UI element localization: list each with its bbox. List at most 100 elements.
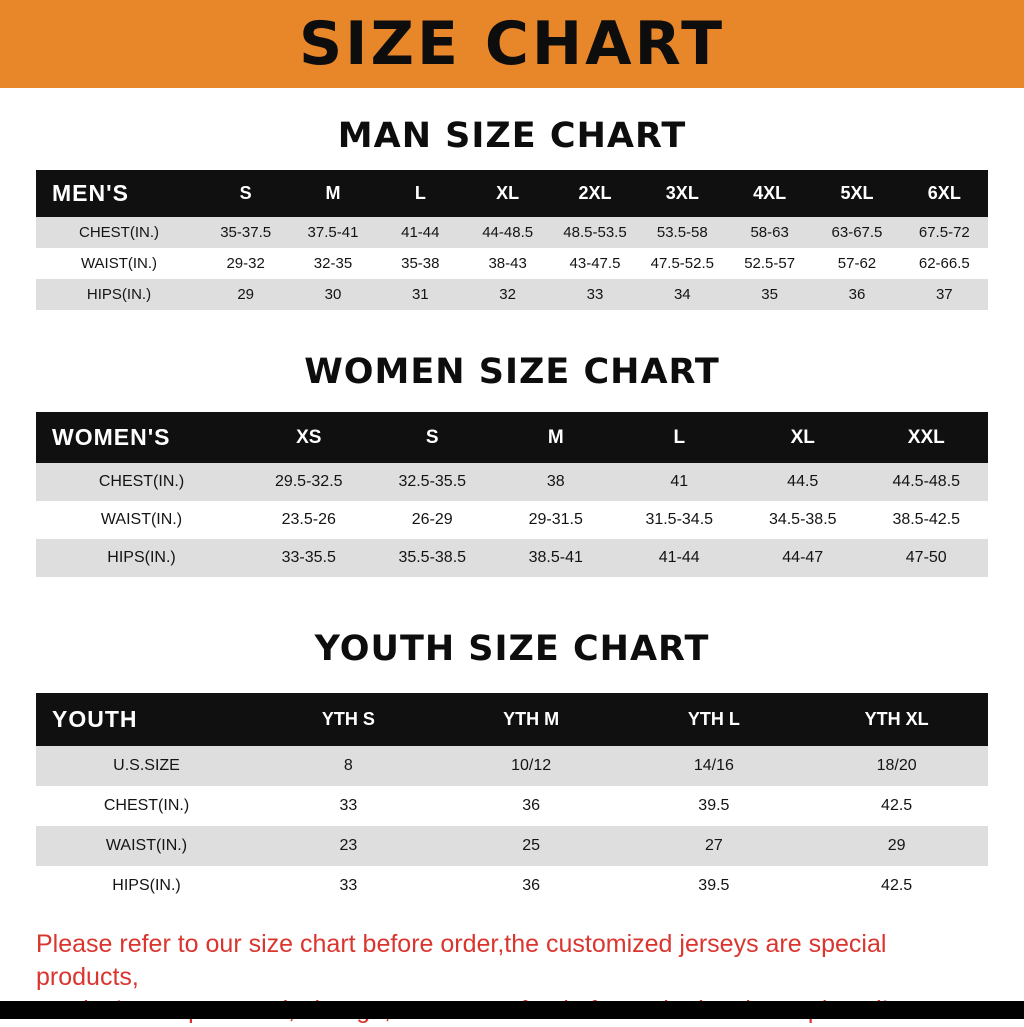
- value-cell: 44-48.5: [482, 224, 534, 241]
- value-cell: 44.5-48.5: [892, 473, 961, 490]
- row-label: HIPS(IN.): [107, 549, 176, 566]
- value-cell: 33: [339, 877, 358, 894]
- men-section-title: MAN SIZE CHART: [337, 116, 687, 156]
- column-header: 2XL: [551, 170, 639, 217]
- value-cell: 43-47.5: [569, 255, 621, 272]
- table-corner-label: WOMEN'S: [36, 412, 247, 463]
- value-cell: 47.5-52.5: [650, 255, 714, 272]
- value-cell: 52.5-57: [744, 255, 796, 272]
- column-header: 4XL: [725, 170, 814, 217]
- table-header-row: YOUTH YTH S YTH M YTH L YTH XL: [36, 693, 988, 746]
- column-header: S: [202, 170, 290, 217]
- value-cell: 39.5: [698, 797, 730, 814]
- value-cell: 30: [324, 286, 342, 303]
- value-cell: 58-63: [750, 224, 789, 241]
- value-cell: 39.5: [698, 877, 730, 894]
- youth-size-table: YOUTH YTH S YTH M YTH L YTH XL U.S.SIZE 8 10/12…: [36, 693, 988, 906]
- value-cell: 8: [343, 757, 353, 774]
- value-cell: 14/16: [693, 757, 734, 774]
- value-cell: 63-67.5: [831, 224, 883, 241]
- row-label: CHEST(IN.): [98, 473, 185, 490]
- men-size-section: MAN SIZE CHART MEN'S S M L XL 2XL 3XL 4XL 5XL 6XL…: [0, 116, 1024, 310]
- value-cell: 31: [411, 286, 429, 303]
- table-corner-label: MEN'S: [36, 170, 202, 217]
- value-cell: 27: [704, 837, 723, 854]
- column-header: XL: [463, 170, 552, 217]
- value-cell: 42.5: [881, 877, 913, 894]
- youth-size-section: YOUTH SIZE CHART YOUTH YTH S YTH M YTH L YTH…: [0, 629, 1024, 906]
- value-cell: 38.5-41: [528, 549, 583, 566]
- column-header: 5XL: [813, 170, 901, 217]
- column-header: YTH L: [622, 693, 806, 746]
- value-cell: 25: [522, 837, 541, 854]
- column-header: YTH XL: [805, 693, 988, 746]
- value-cell: 41-44: [401, 224, 440, 241]
- column-header: XXL: [864, 412, 988, 463]
- row-label: CHEST(IN.): [103, 797, 190, 814]
- value-cell: 34: [673, 286, 691, 303]
- youth-section-title: YOUTH SIZE CHART: [314, 629, 710, 669]
- value-cell: 36: [848, 286, 866, 303]
- value-cell: 44-47: [782, 549, 824, 566]
- value-cell: 36: [522, 877, 541, 894]
- row-label: WAIST(IN.): [100, 511, 183, 528]
- value-cell: 38-43: [488, 255, 527, 272]
- women-section-title: WOMEN SIZE CHART: [304, 352, 720, 392]
- value-cell: 32.5-35.5: [398, 473, 467, 490]
- value-cell: 53.5-58: [656, 224, 708, 241]
- value-cell: 35: [761, 286, 778, 303]
- value-cell: 31.5-34.5: [645, 511, 714, 528]
- value-cell: 42.5: [881, 797, 913, 814]
- value-cell: 23: [339, 837, 358, 854]
- value-cell: 48.5-53.5: [563, 224, 627, 241]
- value-cell: 33: [339, 797, 358, 814]
- column-header: 3XL: [638, 170, 726, 217]
- table-corner-label: YOUTH: [36, 693, 257, 746]
- table-row: HIPS(IN.) 33-35.5 35.5-38.5 38.5-41 41-44 44-…: [36, 539, 988, 577]
- table-row: U.S.SIZE 8 10/12 14/16 18/20: [36, 746, 988, 786]
- row-label: WAIST(IN.): [80, 255, 158, 272]
- table-row: WAIST(IN.) 23.5-26 26-29 29-31.5 31.5-34.5 34…: [36, 501, 988, 539]
- value-cell: 33: [586, 286, 604, 303]
- table-row: CHEST(IN.) 35-37.5 37.5-41 41-44 44-48.5 48.5…: [36, 217, 988, 248]
- value-cell: 29-32: [226, 255, 265, 272]
- disclaimer-line-1: Please refer to our size chart before or…: [36, 930, 887, 991]
- value-cell: 37: [935, 286, 953, 303]
- value-cell: 37.5-41: [307, 224, 359, 241]
- value-cell: 44.5: [787, 473, 819, 490]
- women-size-table: WOMEN'S XS S M L XL XXL CHEST(IN.) 29.5-32.5 32.5…: [36, 412, 988, 577]
- value-cell: 47-50: [905, 549, 947, 566]
- column-header: M: [494, 412, 618, 463]
- value-cell: 41-44: [658, 549, 700, 566]
- row-label: CHEST(IN.): [79, 224, 159, 241]
- value-cell: 29-31.5: [528, 511, 583, 528]
- table-header-row: WOMEN'S XS S M L XL XXL: [36, 412, 988, 463]
- value-cell: 38: [546, 473, 565, 490]
- value-cell: 26-29: [411, 511, 453, 528]
- value-cell: 57-62: [837, 255, 877, 272]
- value-cell: 35-38: [401, 255, 440, 272]
- value-cell: 29: [237, 286, 254, 303]
- value-cell: 18/20: [876, 757, 917, 774]
- column-header: S: [370, 412, 494, 463]
- table-row: CHEST(IN.) 33 36 39.5 42.5: [36, 786, 988, 826]
- value-cell: 10/12: [511, 757, 552, 774]
- size-chart-banner: SIZE CHART: [0, 0, 1024, 88]
- table-row: HIPS(IN.) 29 30 31 32 33 34 35 36 37: [36, 279, 988, 310]
- value-cell: 32: [499, 286, 516, 303]
- column-header: L: [617, 412, 741, 463]
- value-cell: 33-35.5: [281, 549, 336, 566]
- value-cell: 34.5-38.5: [768, 511, 837, 528]
- row-label: HIPS(IN.): [112, 877, 181, 894]
- table-row: HIPS(IN.) 33 36 39.5 42.5: [36, 866, 988, 906]
- table-header-row: MEN'S S M L XL 2XL 3XL 4XL 5XL 6XL: [36, 170, 988, 217]
- men-size-table: MEN'S S M L XL 2XL 3XL 4XL 5XL 6XL CHEST(IN.) 35-37…: [36, 170, 988, 310]
- column-header: XL: [741, 412, 865, 463]
- column-header: 6XL: [900, 170, 988, 217]
- column-header: M: [289, 170, 377, 217]
- value-cell: 29.5-32.5: [274, 473, 343, 490]
- value-cell: 38.5-42.5: [892, 511, 961, 528]
- table-row: CHEST(IN.) 29.5-32.5 32.5-35.5 38 41 44.5 44.5…: [36, 463, 988, 501]
- value-cell: 67.5-72: [918, 224, 970, 241]
- row-label: HIPS(IN.): [86, 286, 152, 303]
